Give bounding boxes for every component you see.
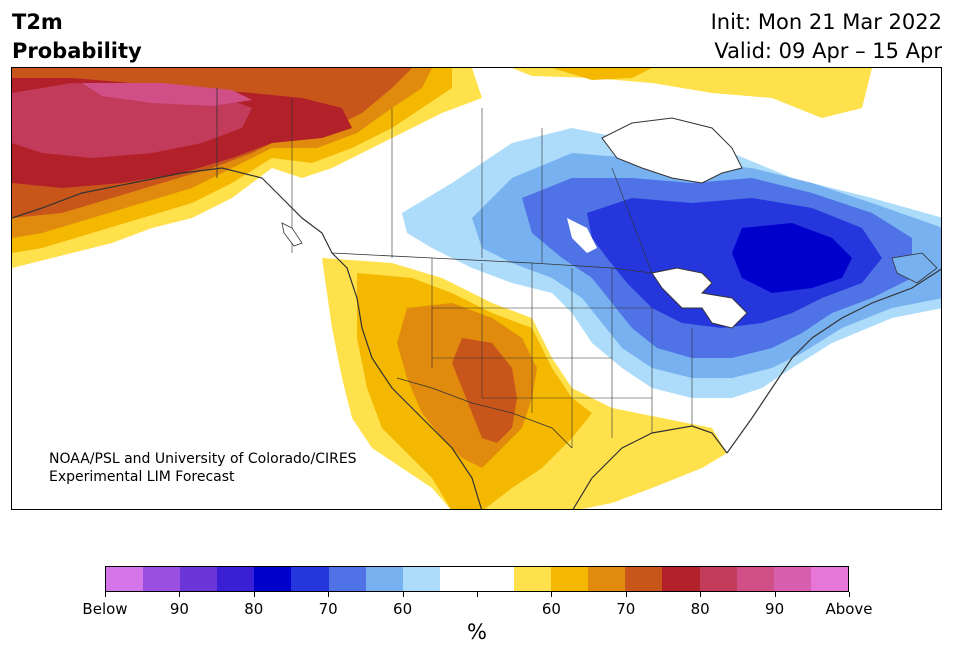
forecast-dates: Init: Mon 21 Mar 2022 Valid: 09 Apr – 15…	[711, 8, 942, 66]
credit-line-1: NOAA/PSL and University of Colorado/CIRE…	[49, 451, 357, 467]
warm-region-arctic-70	[552, 68, 652, 80]
cold-region-80	[732, 223, 852, 293]
warm-region-southwest-80	[452, 338, 517, 443]
colorbar-tick-mark	[402, 592, 404, 597]
province-borders	[291, 98, 653, 274]
valid-date: Valid: 09 Apr – 15 Apr	[714, 39, 942, 63]
map-title: T2m Probability	[12, 8, 142, 66]
colorbar	[105, 566, 849, 592]
island-newfoundland	[891, 252, 938, 284]
colorbar-tick-mark	[105, 592, 106, 597]
colorbar-tick-mark	[625, 592, 627, 597]
colorbar-tick-mark	[328, 592, 330, 597]
colorbar-cell	[625, 567, 663, 591]
colorbar-tick-mark	[179, 592, 181, 597]
colorbar-cell	[514, 567, 552, 591]
colorbar-cell	[699, 567, 737, 591]
colorbar-cell	[143, 567, 181, 591]
inland-lake-white	[567, 218, 597, 253]
colorbar-tick-mark	[849, 592, 850, 597]
colorbar-cell	[551, 567, 589, 591]
units-label: %	[467, 620, 487, 644]
border-us-mexico	[396, 377, 573, 449]
hudson-bay	[601, 117, 743, 184]
probability-map	[11, 67, 942, 510]
subtitle-label: Probability	[12, 39, 142, 63]
colorbar-tick-label: 90	[169, 600, 189, 618]
great-lakes	[651, 267, 748, 329]
coastline-west	[12, 167, 483, 509]
colorbar-tick-label: 80	[690, 600, 710, 618]
colorbar-tick-label: 60	[393, 600, 413, 618]
colorbar-cell	[291, 567, 329, 591]
coastline-east	[726, 268, 941, 454]
colorbar-cell	[365, 567, 403, 591]
colorbar-cell	[588, 567, 626, 591]
island-vancouver	[281, 222, 303, 247]
colorbar-cell	[736, 567, 774, 591]
colorbar-cell	[476, 567, 515, 591]
warm-region-alaska-95	[82, 83, 252, 106]
colorbar-tick-mark	[700, 592, 702, 597]
colorbar-cell	[810, 567, 848, 591]
colorbar-tick-mark	[477, 592, 478, 597]
colorbar-tick-mark	[253, 592, 255, 597]
credit-text: NOAA/PSL and University of Colorado/CIRE…	[49, 450, 357, 486]
colorbar-cell	[402, 567, 440, 591]
colorbar-cell	[180, 567, 218, 591]
colorbar-tick-mark	[551, 592, 553, 597]
warm-region-arctic-60	[512, 68, 872, 118]
colorbar-tick-label: 70	[318, 600, 338, 618]
colorbar-tick-label: 80	[244, 600, 264, 618]
colorbar-cell	[662, 567, 700, 591]
colorbar-cell	[439, 567, 477, 591]
colorbar-tick-label: 90	[765, 600, 785, 618]
credit-line-2: Experimental LIM Forecast	[49, 469, 235, 485]
colorbar-tick-label: 70	[616, 600, 636, 618]
colorbar-tick-mark	[774, 592, 776, 597]
colorbar-cell	[328, 567, 366, 591]
state-borders	[431, 258, 693, 448]
variable-label: T2m	[12, 10, 63, 34]
colorbar-cell	[254, 567, 292, 591]
init-date: Init: Mon 21 Mar 2022	[710, 10, 942, 34]
colorbar-tick-label: 60	[541, 600, 561, 618]
map-svg	[12, 68, 941, 509]
colorbar-tick-label: Below	[82, 600, 128, 618]
colorbar-cell	[773, 567, 811, 591]
colorbar-cell	[106, 567, 144, 591]
colorbar-cell	[217, 567, 255, 591]
colorbar-tick-label: Above	[825, 600, 873, 618]
